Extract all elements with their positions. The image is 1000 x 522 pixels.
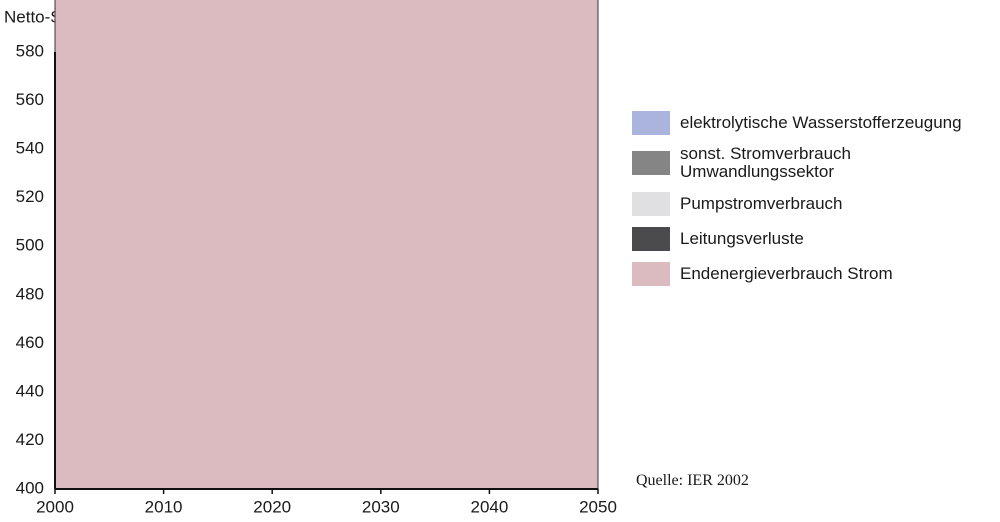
legend-swatch [632, 226, 670, 251]
x-tick-label: 2000 [36, 497, 74, 516]
legend-item: Pumpstromverbrauch [632, 191, 962, 216]
legend-swatch [632, 191, 670, 216]
x-tick-label: 2050 [579, 497, 617, 516]
x-tick-label: 2030 [362, 497, 400, 516]
legend-label: Endenergieverbrauch Strom [680, 263, 893, 283]
legend-swatch [632, 110, 670, 135]
y-tick-label: 560 [16, 90, 44, 109]
legend-label: sonst. Stromverbrauch Umwandlungssektor [680, 144, 852, 181]
legend-item: Leitungsverluste [632, 226, 962, 251]
y-tick-label: 520 [16, 187, 44, 206]
x-tick-label: 2020 [253, 497, 291, 516]
legend-label: Leitungsverluste [680, 228, 804, 248]
legend-label: elektrolytische Wasserstofferzeugung [680, 112, 962, 132]
y-tick-label: 420 [16, 430, 44, 449]
x-tick-label: 2040 [470, 497, 508, 516]
x-tick-label: 2010 [145, 497, 183, 516]
source: Quelle: IER 2002 [636, 472, 749, 489]
area [54, 0, 599, 490]
legend-label: Pumpstromverbrauch [680, 193, 843, 213]
legend-item: Endenergieverbrauch Strom [632, 261, 962, 286]
y-tick-label: 580 [16, 41, 44, 60]
legend: elektrolytische Wasserstofferzeugung sons… [632, 110, 962, 296]
legend-item: elektrolytische Wasserstofferzeugung [632, 110, 962, 135]
y-tick-label: 440 [16, 381, 44, 400]
legend-item: sonst. Stromverbrauch Umwandlungssektor [632, 145, 962, 181]
y-tick-label: 400 [16, 478, 44, 497]
y-tick-label: 540 [16, 139, 44, 158]
y-tick-label: 500 [16, 236, 44, 255]
y-tick-label: 480 [16, 284, 44, 303]
y-tick-label: 460 [16, 333, 44, 352]
legend-swatch [632, 261, 670, 286]
legend-swatch [632, 151, 670, 175]
